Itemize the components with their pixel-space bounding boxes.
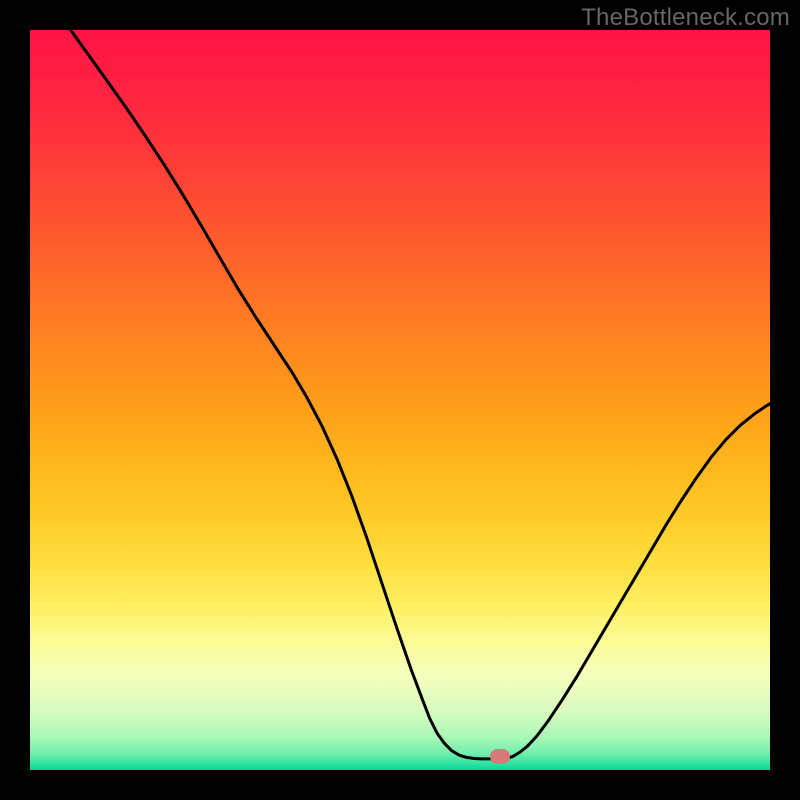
optimal-point-marker [490,749,509,764]
watermark-text: TheBottleneck.com [581,4,790,32]
bottleneck-curve [30,30,770,770]
bottleneck-chart [30,30,770,770]
